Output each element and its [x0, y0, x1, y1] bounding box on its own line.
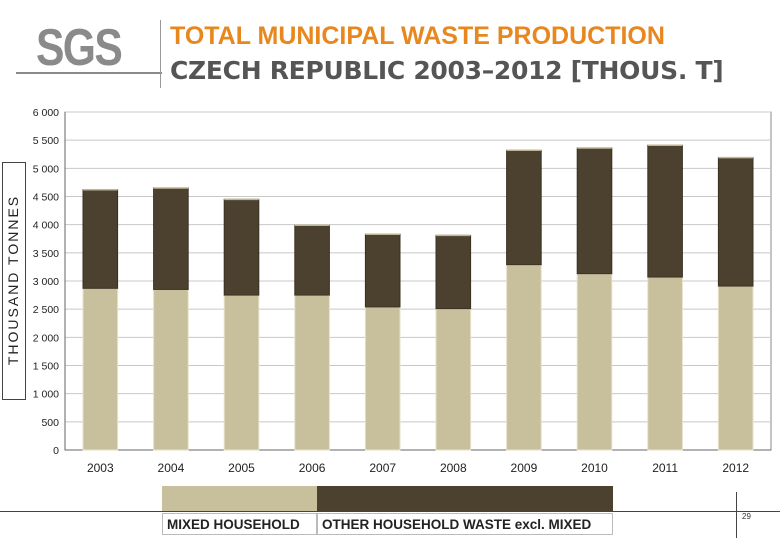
bar-mixed-2007: [364, 306, 401, 451]
bar-other-2003: [82, 189, 119, 289]
bar-other-2007: [364, 233, 401, 308]
y-tick-label: 3 000: [33, 276, 59, 288]
legend-swatch-mixed: [162, 486, 317, 512]
x-tick-label: 2005: [228, 461, 255, 475]
legend-swatch-other: [317, 486, 613, 512]
page-number: 29: [742, 512, 751, 521]
legend-label-other: OTHER HOUSEHOLD WASTE excl. MIXED: [317, 513, 613, 535]
chart-area: 0 500 1 000 1 500 2 000 2 500 3 000 3 500 4 000 4…: [27, 98, 773, 484]
x-tick-label: 2012: [722, 461, 749, 475]
x-tick-label: 2006: [299, 461, 326, 475]
bar-mixed-2004: [153, 288, 189, 451]
bar-other-2005: [223, 198, 260, 296]
bar-mixed-2012: [717, 285, 754, 451]
x-tick-label: 2010: [581, 461, 608, 475]
legend-label-mixed: MIXED HOUSEHOLD: [162, 513, 317, 535]
legend: MIXED HOUSEHOLD OTHER HOUSEHOLD WASTE ex…: [162, 486, 614, 536]
footer-tick: [736, 492, 737, 538]
bar-mixed-2005: [223, 294, 260, 451]
x-tick-label: 2011: [652, 461, 678, 475]
y-tick-label: 5 000: [33, 163, 59, 175]
x-tick-label: 2008: [440, 461, 467, 475]
page-title: TOTAL MUNICIPAL WASTE PRODUCTION: [170, 22, 665, 50]
y-axis-label-box: [2, 162, 26, 400]
x-tick-label: 2009: [511, 461, 538, 475]
bar-other-2011: [647, 144, 683, 278]
stacked-bar-chart: 0 500 1 000 1 500 2 000 2 500 3 000 3 500 4 000 4…: [33, 107, 772, 475]
bar-other-2009: [506, 149, 542, 266]
y-tick-label: 3 500: [33, 248, 59, 260]
bar-other-2012: [717, 157, 754, 287]
bar-other-2008: [435, 234, 472, 310]
y-tick-label: 4 500: [33, 192, 59, 204]
y-tick-label: 0: [53, 445, 59, 457]
y-tick-label: 1 000: [33, 389, 59, 401]
y-tick-label: 500: [41, 417, 59, 429]
logo-text: SGS: [36, 19, 123, 77]
bar-other-2004: [153, 187, 189, 290]
bar-mixed-2006: [294, 294, 330, 451]
x-tick-label: 2004: [158, 461, 185, 475]
bar-other-2006: [294, 224, 330, 296]
bar-mixed-2003: [82, 287, 119, 451]
bar-other-2010: [576, 147, 613, 275]
page-subtitle: CZECH REPUBLIC 2003–2012 [THOUS. T]: [170, 56, 724, 85]
title-divider: [160, 20, 161, 88]
y-tick-label: 2 500: [33, 304, 59, 316]
y-tick-label: 2 000: [33, 332, 59, 344]
bar-mixed-2011: [647, 276, 683, 451]
sgs-logo: SGS: [16, 18, 162, 78]
y-tick-label: 5 500: [33, 135, 59, 147]
logo-underline: [16, 72, 162, 74]
y-axis-label: THOUSAND TONNES: [5, 194, 21, 366]
y-tick-label: 1 500: [33, 361, 59, 373]
bar-mixed-2008: [435, 308, 472, 451]
y-tick-label: 6 000: [33, 107, 59, 119]
y-tick-label: 4 000: [33, 220, 59, 232]
bar-mixed-2010: [576, 273, 613, 451]
x-tick-label: 2003: [87, 461, 114, 475]
footer-divider: [0, 511, 780, 512]
x-tick-label: 2007: [369, 461, 396, 475]
bar-mixed-2009: [506, 264, 542, 451]
